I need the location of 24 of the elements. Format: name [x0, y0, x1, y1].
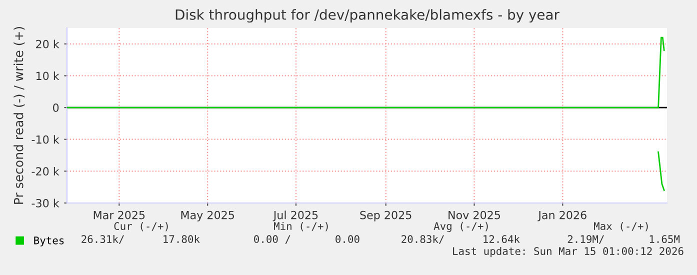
- text: 0.00 / 0.00: [254, 235, 360, 244]
- x-tick-label: Sep 2025: [360, 210, 412, 222]
- text: Avg (-/+): [434, 222, 488, 232]
- chart-title: Disk throughput for /dev/pannekake/blamexfs - by year: [176, 9, 560, 23]
- x-tick-label: Jan 2026: [538, 210, 586, 222]
- text: 20.83k/ 12.64k: [402, 234, 520, 244]
- text: Cur (-/+): [114, 222, 168, 232]
- y-tick-label: -20 k: [32, 166, 60, 176]
- y-tick-label: -30 k: [32, 198, 60, 208]
- x-tick-label: Jul 2025: [272, 210, 318, 222]
- legend-label: Bytes: [34, 236, 64, 246]
- x-tick-label: Mar 2025: [94, 210, 145, 220]
- y-tick-label: 0: [53, 104, 59, 112]
- text: 2.19M/ 1.65M: [568, 235, 680, 244]
- y-axis-title: Pr second read (-) / write (+): [14, 26, 25, 204]
- x-tick-label: May 2025: [181, 210, 234, 222]
- x-tick-label: Nov 2025: [448, 210, 500, 220]
- y-tick-label: 10 k: [36, 72, 60, 80]
- text: Last update: Sun Mar 15 01:00:12 2026: [453, 246, 684, 258]
- text: 26.31k/ 17.80k: [82, 234, 200, 244]
- y-tick-label: -10 k: [32, 135, 60, 144]
- text: Min (-/+): [274, 222, 328, 232]
- y-tick-label: 20 k: [36, 40, 60, 48]
- text: Max (-/+): [594, 222, 648, 232]
